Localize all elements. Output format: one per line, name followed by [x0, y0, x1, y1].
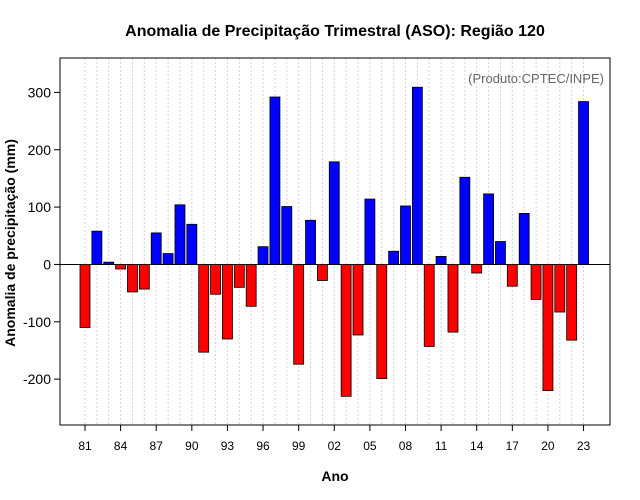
bar-1987: [150, 232, 162, 265]
bar-2002: [328, 161, 340, 265]
bar-1989: [174, 204, 186, 265]
bar-2003: [340, 264, 352, 397]
bar-2001: [316, 264, 328, 281]
bar-1985: [127, 264, 138, 293]
bar-1993: [222, 264, 233, 340]
y-tick-label: 0: [43, 256, 51, 272]
x-tick-label: 81: [78, 439, 92, 453]
bars-group: [79, 86, 589, 397]
x-tick-label: 14: [470, 439, 484, 453]
bar-2016: [495, 241, 506, 265]
bar-2006: [376, 264, 388, 379]
x-tick-label: 23: [577, 439, 591, 453]
y-tick-label: 200: [28, 142, 52, 158]
bar-1992: [210, 264, 221, 295]
x-tick-label: 02: [328, 439, 342, 453]
bar-1983: [103, 261, 115, 265]
bar-2013: [459, 176, 471, 265]
bar-2020: [542, 264, 554, 391]
y-tick-label: -200: [23, 371, 51, 387]
bar-2022: [566, 264, 578, 341]
x-tick-label: 20: [541, 439, 555, 453]
y-axis-title: Anomalia de precipitação (mm): [2, 139, 18, 347]
bar-1998: [281, 206, 293, 265]
bar-2008: [400, 205, 411, 265]
bar-2021: [554, 264, 566, 313]
bar-1997: [269, 96, 281, 265]
y-tick-label: 300: [28, 84, 52, 100]
x-tick-label: 90: [185, 439, 199, 453]
chart-title: Anomalia de Precipitação Trimestral (ASO…: [125, 23, 545, 40]
bar-2007: [388, 250, 400, 265]
y-tick-label: 100: [28, 199, 52, 215]
bar-1984: [115, 264, 127, 270]
bar-1991: [198, 264, 210, 353]
bar-2011: [435, 256, 447, 265]
x-tick-label: 84: [114, 439, 128, 453]
x-tick-label: 08: [399, 439, 413, 453]
bar-1996: [257, 246, 269, 265]
y-tick-label: -100: [23, 314, 51, 330]
bar-2017: [506, 264, 518, 287]
bar-2023: [578, 101, 589, 265]
bar-1981: [79, 264, 91, 328]
bar-2004: [352, 264, 364, 336]
bar-1995: [245, 264, 257, 307]
bar-1982: [91, 230, 103, 265]
bar-2014: [471, 264, 483, 274]
bar-2009: [411, 86, 423, 265]
bar-1986: [138, 264, 150, 290]
bar-1988: [162, 253, 174, 265]
bar-2018: [518, 213, 530, 265]
x-axis-title: Ano: [321, 468, 348, 484]
bar-1994: [233, 264, 245, 288]
bar-1999: [293, 264, 305, 365]
source-annotation: (Produto:CPTEC/INPE): [468, 71, 604, 86]
x-tick-label: 11: [435, 439, 448, 453]
x-tick-label: 17: [506, 439, 520, 453]
bar-2019: [530, 264, 542, 300]
bar-2015: [483, 193, 494, 265]
bar-2000: [305, 219, 316, 265]
bar-2005: [364, 198, 376, 265]
x-tick-label: 99: [292, 439, 306, 453]
x-tick-label: 96: [256, 439, 270, 453]
bar-2012: [447, 264, 459, 333]
bar-1990: [186, 223, 198, 265]
x-tick-label: 05: [363, 439, 377, 453]
bar-2010: [423, 264, 435, 347]
plot-frame: [59, 57, 611, 426]
x-tick-label: 93: [221, 439, 235, 453]
x-tick-label: 87: [150, 439, 164, 453]
y-axis: -200 -100 0 100 200 300: [23, 84, 60, 387]
x-axis: 81 84 87 90 93 96 99 02 05 08 11 14 17 20 23: [78, 425, 591, 453]
